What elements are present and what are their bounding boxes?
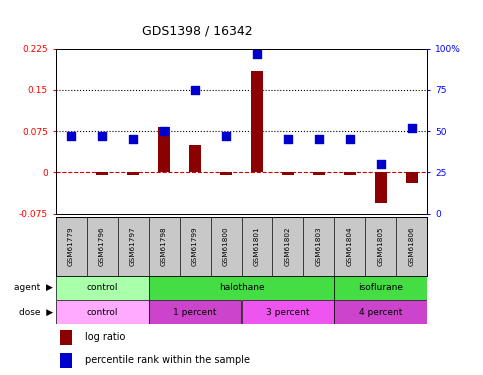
Text: GSM61805: GSM61805: [378, 227, 384, 266]
Text: halothane: halothane: [219, 284, 264, 292]
Text: isoflurane: isoflurane: [358, 284, 403, 292]
Text: 1 percent: 1 percent: [173, 308, 217, 316]
Bar: [282, 172, 294, 175]
Text: dose  ▶: dose ▶: [19, 308, 53, 316]
Bar: [189, 145, 201, 172]
Bar: [56, 276, 149, 300]
Bar: [60, 352, 72, 368]
Bar: [334, 276, 427, 300]
Text: 4 percent: 4 percent: [359, 308, 403, 316]
Point: [98, 133, 106, 139]
Text: GDS1398 / 16342: GDS1398 / 16342: [142, 24, 252, 38]
Point: [67, 133, 75, 139]
Bar: [344, 172, 356, 175]
Text: GSM61801: GSM61801: [254, 227, 260, 266]
Bar: [149, 300, 242, 324]
Bar: [60, 330, 72, 345]
Point: [408, 125, 416, 131]
Bar: [220, 172, 232, 175]
Point: [377, 161, 385, 167]
Text: GSM61802: GSM61802: [285, 227, 291, 266]
Bar: [242, 300, 334, 324]
Bar: [127, 172, 139, 175]
Text: GSM61796: GSM61796: [99, 227, 105, 266]
Text: GSM61797: GSM61797: [130, 227, 136, 266]
Text: GSM61799: GSM61799: [192, 227, 198, 266]
Point: [253, 51, 261, 57]
Point: [222, 133, 230, 139]
Bar: [251, 71, 263, 172]
Bar: [56, 300, 149, 324]
Bar: [334, 300, 427, 324]
Text: control: control: [86, 308, 118, 316]
Point: [129, 136, 137, 142]
Bar: [149, 276, 334, 300]
Text: 3 percent: 3 percent: [266, 308, 310, 316]
Text: GSM61779: GSM61779: [68, 227, 74, 266]
Text: percentile rank within the sample: percentile rank within the sample: [85, 355, 250, 365]
Text: control: control: [86, 284, 118, 292]
Text: log ratio: log ratio: [85, 333, 125, 342]
Bar: [375, 172, 387, 203]
Point: [284, 136, 292, 142]
Text: GSM61800: GSM61800: [223, 227, 229, 266]
Bar: [158, 128, 170, 172]
Bar: [96, 172, 108, 175]
Point: [191, 87, 199, 93]
Point: [315, 136, 323, 142]
Text: GSM61804: GSM61804: [347, 227, 353, 266]
Bar: [406, 172, 418, 183]
Text: GSM61803: GSM61803: [316, 227, 322, 266]
Text: agent  ▶: agent ▶: [14, 284, 53, 292]
Bar: [313, 172, 325, 175]
Point: [160, 128, 168, 134]
Text: GSM61806: GSM61806: [409, 227, 415, 266]
Text: GSM61798: GSM61798: [161, 227, 167, 266]
Point: [346, 136, 354, 142]
